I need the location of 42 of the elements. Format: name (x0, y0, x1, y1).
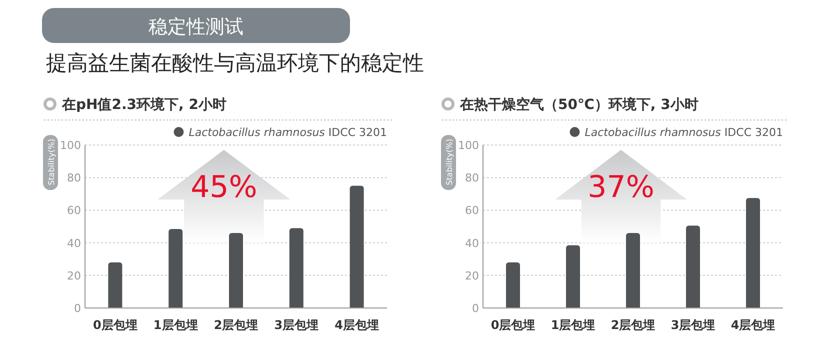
y-tick-label: 60 (67, 204, 81, 218)
bar (686, 226, 700, 308)
x-tick-label: 3层包埋 (274, 318, 319, 332)
y-axis-title: Stability(%) (445, 138, 454, 186)
annotation: 37% (588, 170, 654, 206)
bar (229, 233, 243, 308)
y-axis-title: Stability(%) (47, 138, 56, 186)
x-tick-label: 4层包埋 (334, 318, 379, 332)
x-tick-label: 1层包埋 (153, 318, 198, 332)
x-tick-label: 1层包埋 (550, 318, 596, 332)
bar (108, 262, 122, 308)
x-tick-label: 0层包埋 (93, 318, 138, 332)
x-tick-label: 3层包埋 (670, 318, 716, 332)
text: 提高益生菌在酸性与高温环境下的稳定性 (46, 51, 424, 75)
chart-title: 在pH值2.3环境下, 2小时 (61, 96, 226, 113)
x-tick-label: 0层包埋 (490, 318, 536, 332)
x-tick-label: 2层包埋 (214, 318, 258, 332)
y-tick-label: 80 (67, 172, 81, 185)
text: 稳定性测试 (148, 16, 244, 38)
legend-label: Lactobacillus rhamnosus IDCC 3201 (584, 126, 783, 139)
y-tick-label: 80 (465, 172, 479, 185)
y-tick-label: 100 (60, 139, 81, 152)
y-tick-label: 20 (465, 269, 479, 282)
y-tick-label: 0 (74, 302, 81, 315)
y-tick-label: 40 (67, 236, 81, 250)
bar (626, 233, 640, 308)
y-tick-label: 100 (458, 139, 479, 152)
bar (289, 228, 304, 308)
x-tick-label: 2层包埋 (610, 318, 656, 332)
bar (506, 262, 520, 308)
bar (168, 228, 183, 308)
legend-label: Lactobacillus rhamnosus IDCC 3201 (188, 126, 387, 139)
bar (566, 245, 580, 308)
annotation: 45% (190, 170, 258, 206)
y-tick-label: 60 (465, 204, 479, 218)
y-tick-label: 20 (67, 269, 81, 282)
chart-title: 在热干燥空气（50℃）环境下, 3小时 (459, 96, 698, 113)
y-tick-label: 40 (465, 236, 479, 250)
y-tick-label: 0 (472, 302, 479, 315)
x-tick-label: 4层包埋 (730, 318, 776, 332)
bar (350, 186, 364, 308)
bar (746, 198, 760, 308)
